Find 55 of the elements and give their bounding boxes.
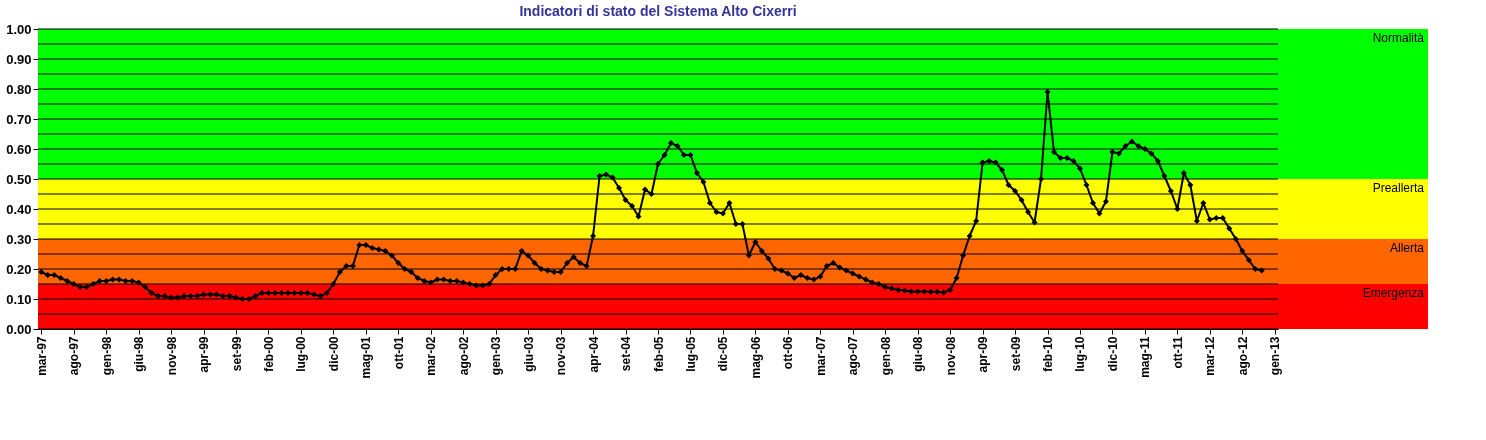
band-label: Emergenza — [1362, 286, 1425, 300]
x-tick-label: lug-10 — [1073, 336, 1088, 372]
x-tick-label: mar-97 — [34, 336, 49, 376]
y-tick-label: 0.10 — [6, 291, 32, 307]
x-tick-label: feb-10 — [1041, 336, 1056, 372]
y-tick-label: 0.80 — [6, 81, 32, 97]
y-tick-label: 0.50 — [6, 171, 32, 187]
x-tick-label: apr-04 — [586, 336, 601, 373]
x-tick-label: set-09 — [1008, 336, 1023, 372]
x-tick-label: gen-08 — [878, 336, 893, 376]
chart-title: Indicatori di stato del Sistema Alto Cixerri — [519, 3, 797, 19]
x-tick-label: lug-05 — [683, 336, 698, 372]
x-tick-label: feb-05 — [651, 336, 666, 372]
x-tick-label: lug-00 — [294, 336, 309, 372]
x-tick-label: nov-08 — [943, 336, 958, 376]
y-tick-label: 0.20 — [6, 261, 32, 277]
x-tick-label: mar-02 — [424, 336, 439, 376]
x-tick-label: giu-03 — [521, 336, 536, 372]
x-tick-label: ago-07 — [846, 336, 861, 376]
x-tick-label: dic-05 — [716, 336, 731, 372]
x-tick-label: gen-03 — [489, 336, 504, 376]
y-tick-label: 0.70 — [6, 111, 32, 127]
x-tick-label: gen-13 — [1268, 336, 1283, 376]
y-tick-label: 0.00 — [6, 321, 32, 337]
x-tick-label: gen-98 — [99, 336, 114, 376]
y-tick-label: 0.90 — [6, 51, 32, 67]
x-tick-label: dic-10 — [1105, 336, 1120, 372]
band-label: Normalità — [1372, 31, 1425, 45]
y-tick-label: 0.40 — [6, 201, 32, 217]
x-tick-label: set-04 — [619, 336, 634, 372]
x-tick-label: apr-09 — [976, 336, 991, 373]
x-tick-label: mar-07 — [813, 336, 828, 376]
x-tick-label: mar-12 — [1203, 336, 1218, 376]
x-tick-label: ott-11 — [1170, 336, 1185, 369]
x-tick-label: apr-99 — [197, 336, 212, 373]
x-tick-label: mag-11 — [1138, 336, 1153, 378]
y-tick-label: 0.30 — [6, 231, 32, 247]
band-label: Preallerta — [1372, 181, 1425, 195]
x-tick-label: feb-00 — [261, 336, 276, 372]
x-tick-label: mag-01 — [359, 336, 374, 379]
x-tick-label: ott-06 — [781, 336, 796, 370]
x-tick-label: nov-03 — [554, 336, 569, 376]
x-tick-label: nov-98 — [164, 336, 179, 376]
y-tick-label: 0.60 — [6, 141, 32, 157]
x-tick-label: mag-06 — [748, 336, 763, 379]
x-tick-label: giu-08 — [911, 336, 926, 372]
y-tick-label: 1.00 — [6, 21, 32, 37]
x-tick-label: ago-02 — [456, 336, 471, 376]
x-tick-label: ago-97 — [67, 336, 82, 376]
x-tick-label: ago-12 — [1235, 336, 1250, 376]
band-label: Allerta — [1389, 241, 1425, 255]
x-tick-label: ott-01 — [391, 336, 406, 370]
x-tick-label: set-99 — [229, 336, 244, 372]
x-tick-label: giu-98 — [132, 336, 147, 372]
x-tick-label: dic-00 — [326, 336, 341, 372]
